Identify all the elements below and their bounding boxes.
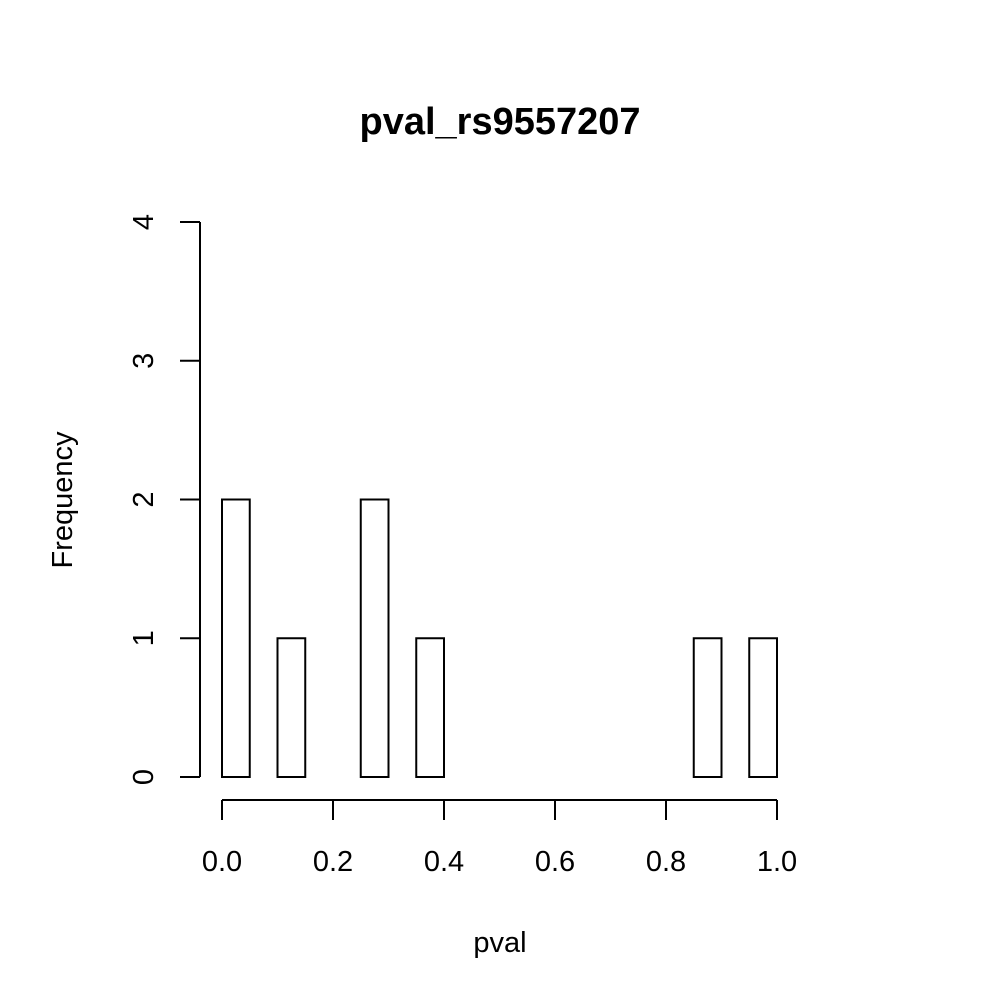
x-tick-label: 0.6 <box>535 846 575 878</box>
x-tick-label: 0.8 <box>646 846 686 878</box>
x-axis-label: pval <box>473 927 526 959</box>
y-axis-ticks: 0 1 2 3 4 <box>128 214 200 785</box>
y-tick-label: 4 <box>128 214 160 230</box>
histogram-bar <box>276 637 307 778</box>
histogram-bars <box>221 498 778 778</box>
y-tick-label: 2 <box>128 491 160 507</box>
histogram-bar <box>748 637 778 778</box>
y-axis-label: Frequency <box>47 431 79 569</box>
x-axis-ticks: 0.0 0.2 0.4 0.6 0.8 1.0 <box>202 800 797 878</box>
chart-title: pval_rs9557207 <box>359 101 640 143</box>
y-tick-label: 1 <box>128 630 160 646</box>
y-tick-label: 0 <box>128 769 160 785</box>
x-tick-label: 0.0 <box>202 846 242 878</box>
histogram-bar <box>359 498 390 778</box>
y-tick-label: 3 <box>128 353 160 369</box>
x-tick-label: 0.2 <box>313 846 353 878</box>
histogram-bar <box>692 637 723 778</box>
x-tick-label: 0.4 <box>424 846 464 878</box>
histogram-bar <box>415 637 445 778</box>
x-tick-label: 1.0 <box>757 846 797 878</box>
histogram-bar <box>221 498 251 778</box>
